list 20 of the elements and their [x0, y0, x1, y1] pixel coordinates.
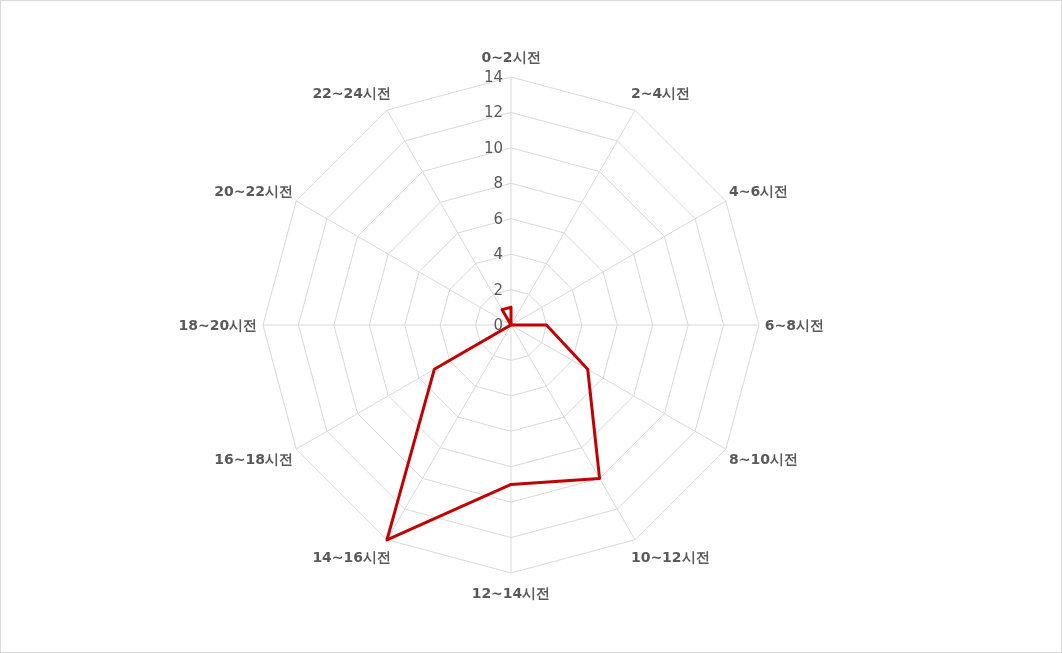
spoke-label: 16~18시전	[214, 450, 294, 467]
y-tick-label: 0	[493, 316, 503, 334]
y-tick-label: 10	[483, 138, 503, 157]
y-tick-label: 6	[493, 209, 503, 228]
y-tick-label: 12	[483, 103, 503, 122]
spoke-label: 18~20시전	[178, 317, 258, 333]
spoke-label: 4~6시전	[728, 183, 789, 200]
spoke-label: 8~10시전	[728, 450, 798, 467]
spoke-label: 22~24시전	[312, 85, 392, 102]
y-tick-label: 2	[493, 280, 503, 299]
spoke-label: 10~12시전	[630, 548, 710, 565]
spoke-label: 6~8시전	[764, 317, 825, 333]
spoke-label: 2~4시전	[630, 85, 691, 102]
y-tick-label: 8	[493, 174, 503, 193]
y-tick-label: 14	[483, 68, 503, 86]
spoke-label: 20~22시전	[214, 183, 294, 200]
spoke-label: 0~2시전	[481, 49, 541, 66]
spoke-label: 14~16시전	[312, 548, 392, 565]
spoke-label: 12~14시전	[471, 584, 551, 601]
y-tick-label: 4	[493, 245, 503, 264]
